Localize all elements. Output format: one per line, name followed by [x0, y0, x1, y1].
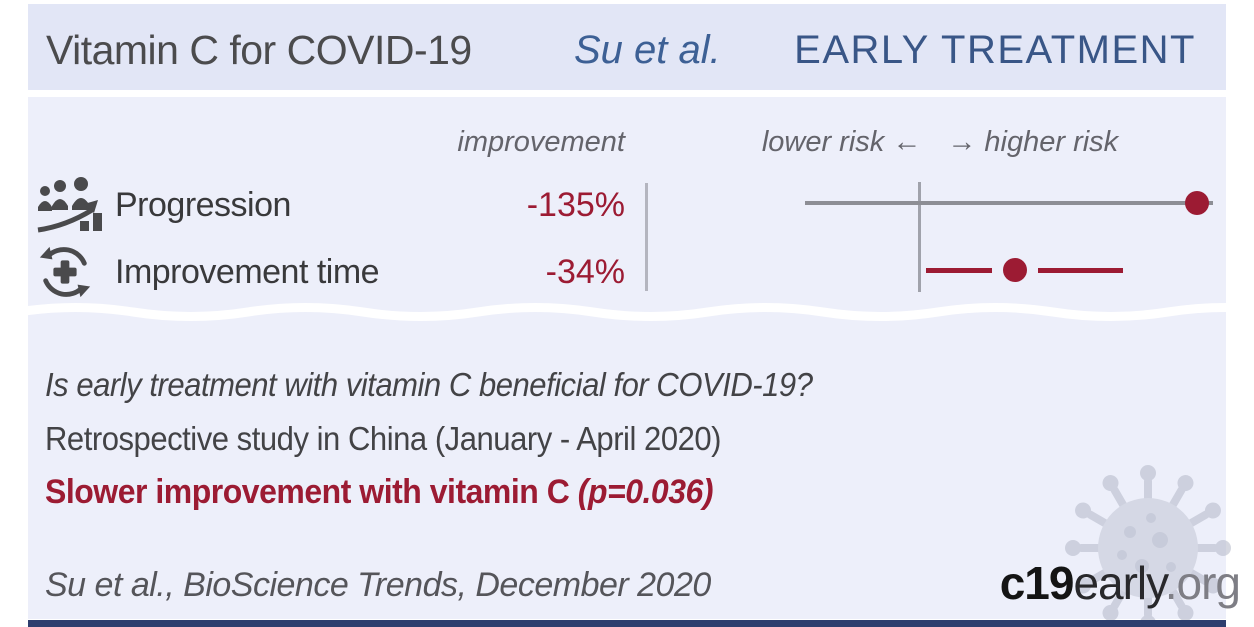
wave-divider — [28, 299, 1226, 325]
higher-risk-label: → higher risk — [947, 126, 1119, 158]
page-title: Vitamin C for COVID-19 — [46, 27, 472, 73]
study-question: Is early treatment with vitamin C benefi… — [45, 366, 813, 403]
logo-prefix: c19 — [999, 557, 1075, 609]
effect-dot-improvement-time — [1003, 258, 1027, 282]
footer-bar — [28, 620, 1226, 627]
improvement-column-header: improvement — [457, 126, 625, 158]
outcome-label-progression: Progression — [115, 186, 291, 224]
risk-axis-label: lower risk ← → higher risk — [690, 126, 1190, 159]
p-value: (p=0.036) — [577, 473, 714, 511]
outcome-label-improvement-time: Improvement time — [115, 253, 380, 291]
confidence-interval-progression — [805, 201, 1213, 205]
improvement-value-progression: -135% — [526, 186, 625, 224]
treatment-stage-label: EARLY TREATMENT — [794, 28, 1196, 72]
study-conclusion: Slower improvement with vitamin C (p=0.0… — [45, 473, 713, 512]
confidence-interval-improvement-left — [926, 268, 992, 273]
improvement-time-icon — [36, 243, 94, 301]
header-bar — [28, 4, 1226, 90]
study-authors-label: Su et al. — [574, 28, 721, 72]
logo-tld: .org — [1164, 557, 1241, 609]
effect-dot-progression — [1185, 191, 1209, 215]
conclusion-text: Slower improvement with vitamin C — [45, 473, 578, 511]
logo-name: early — [1073, 557, 1165, 609]
column-divider — [645, 183, 648, 291]
study-description: Retrospective study in China (January - … — [45, 420, 722, 457]
site-logo[interactable]: c19early.org — [999, 556, 1241, 610]
lower-risk-label: lower risk ← — [761, 126, 922, 158]
study-citation: Su et al., BioScience Trends, December 2… — [45, 566, 711, 604]
improvement-value-improvement-time: -34% — [545, 253, 625, 291]
progression-icon — [36, 176, 108, 234]
no-effect-reference-line — [918, 182, 921, 292]
virus-watermark-icon — [1030, 440, 1254, 627]
card-body — [28, 97, 1226, 619]
confidence-interval-improvement-right — [1038, 268, 1123, 273]
